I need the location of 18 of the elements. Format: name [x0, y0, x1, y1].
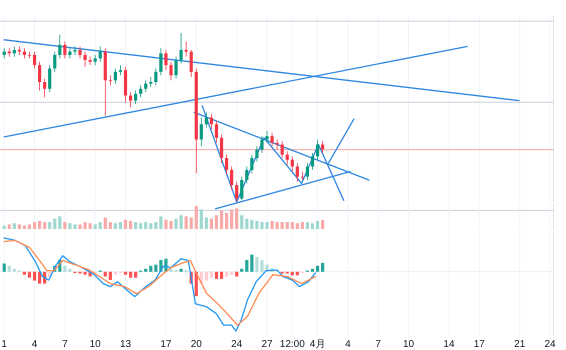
x-tick-label: 7 [375, 339, 382, 350]
x-tick-label: 10 [90, 339, 102, 350]
x-tick-label: 17 [474, 339, 486, 350]
x-tick-label: 14 [443, 339, 455, 350]
x-tick-label: 24 [544, 339, 556, 350]
x-tick-label: 21 [514, 339, 526, 350]
x-tick-label: 10 [402, 339, 415, 350]
x-tick-label: 27 [261, 339, 274, 350]
x-tick-label: 13 [120, 339, 132, 350]
x-tick-label: 1 [1, 339, 8, 350]
x-tick-label: 7 [62, 339, 68, 350]
x-tick-label: 4 [345, 339, 352, 350]
x-tick-label: 12:00 [280, 339, 306, 350]
x-tick-label: 4月 [310, 339, 326, 350]
x-tick-label: 17 [160, 339, 172, 350]
x-tick-label: 20 [190, 339, 202, 350]
x-tick-label: 4 [32, 339, 38, 350]
x-tick-label: 24 [231, 339, 243, 350]
